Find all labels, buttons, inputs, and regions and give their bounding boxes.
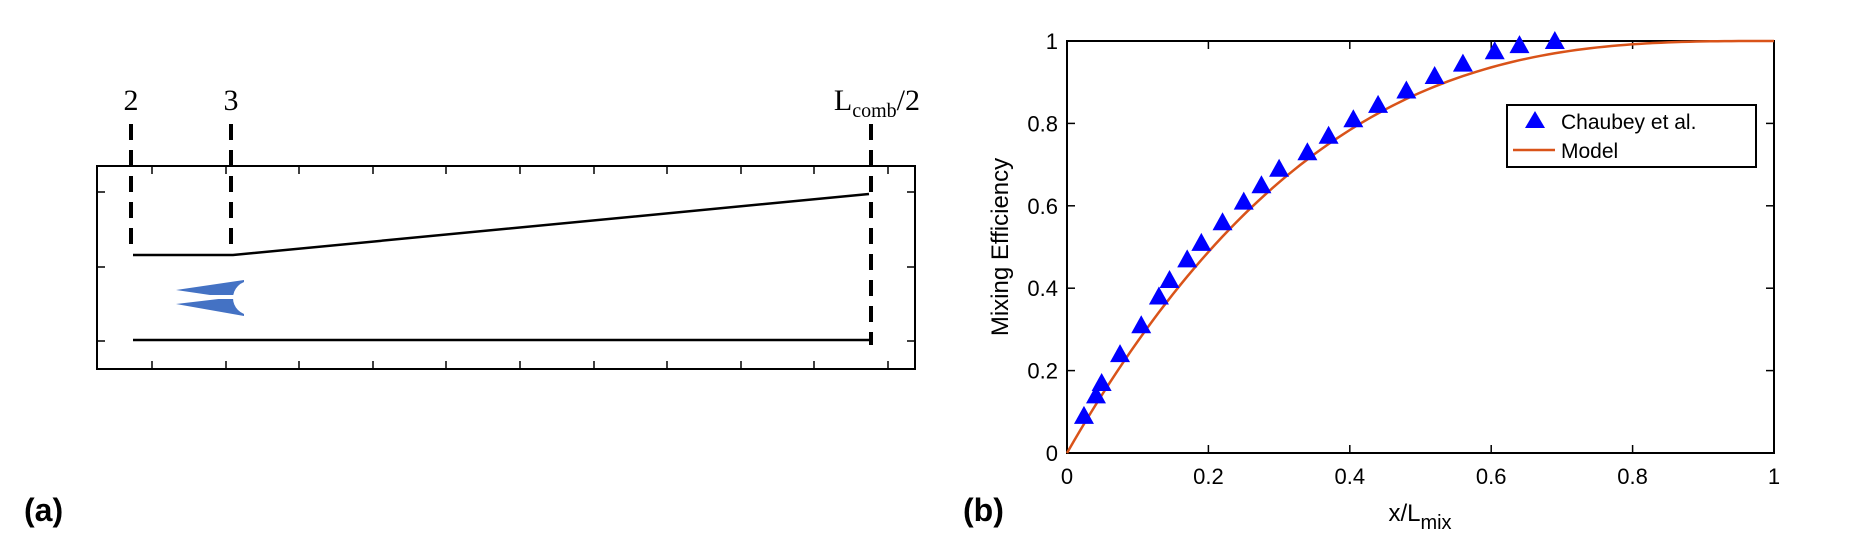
y-axis-ticks: 0 0.2 0.4 0.6 0.8 1: [1027, 29, 1774, 466]
legend-box: [1506, 104, 1757, 168]
model-series: [1065, 39, 1774, 454]
station-2-label: 2: [124, 84, 139, 117]
data-point-triangle: [1318, 125, 1339, 144]
data-point-triangle: [1484, 41, 1505, 60]
frame-ticks-sides: [97, 191, 915, 342]
data-point-triangle: [1233, 191, 1254, 210]
data-point-triangle: [1452, 53, 1473, 72]
x-tick-label: 0.2: [1193, 464, 1224, 489]
y-tick-label: 0.4: [1027, 276, 1058, 301]
data-point-triangle: [1269, 158, 1290, 177]
y-tick-label: 0: [1046, 441, 1058, 466]
y-axis-label: Mixing Efficiency: [987, 158, 1014, 336]
data-point-triangle: [1110, 344, 1131, 363]
legend-triangle-icon: [1525, 111, 1545, 128]
data-point-triangle: [1191, 232, 1212, 251]
x-tick-label: 0.8: [1617, 464, 1648, 489]
y-tick-label: 0.8: [1027, 111, 1058, 136]
panel-a-schematic: 2 3 Lcomb/2: [96, 84, 920, 370]
model-line: [1065, 39, 1774, 454]
x-tick-label: 0.4: [1335, 464, 1366, 489]
data-point-triangle: [1073, 405, 1094, 424]
data-point-triangle: [1544, 31, 1565, 49]
schematic-frame: [96, 165, 916, 370]
station-3-label: 3: [224, 84, 239, 117]
x-tick-label: 1: [1768, 464, 1780, 489]
data-point-triangle: [1091, 372, 1112, 391]
data-point-triangle: [1343, 109, 1364, 128]
station-end-label: Lcomb/2: [834, 84, 920, 122]
frame-ticks-bottom: [151, 361, 889, 369]
data-point-triangle: [1297, 142, 1318, 161]
frame-ticks-top: [151, 166, 889, 174]
chaubey-series: [1073, 31, 1565, 424]
legend: Chaubey et al. Model: [1506, 104, 1757, 168]
data-point-triangle: [1159, 269, 1180, 288]
y-tick-label: 0.2: [1027, 359, 1058, 384]
legend-label-chaubey: Chaubey et al.: [1561, 111, 1696, 134]
data-point-triangle: [1148, 286, 1169, 305]
data-point-triangle: [1509, 35, 1530, 54]
data-point-triangle: [1424, 66, 1445, 85]
data-point-triangle: [1131, 315, 1152, 334]
y-tick-label: 0.6: [1027, 194, 1058, 219]
panel-b-label: (b): [963, 492, 1004, 528]
data-point-triangle: [1177, 249, 1198, 268]
chart-mixing-efficiency: 0 0.2 0.4 0.6 0.8 1 0 0.2 0.4 0.6 0.8 1 Mixing Eff…: [987, 29, 1780, 534]
upper-wall: [133, 192, 870, 257]
x-axis-ticks: 0 0.2 0.4 0.6 0.8 1: [1061, 41, 1780, 489]
data-point-triangle: [1368, 94, 1389, 113]
panel-a-label: (a): [24, 492, 63, 528]
data-point-triangle: [1396, 80, 1417, 99]
data-point-triangle: [1212, 212, 1233, 231]
data-point-triangle: [1085, 385, 1106, 404]
plot-area: [1066, 40, 1775, 454]
x-tick-label: 0: [1061, 464, 1073, 489]
y-tick-label: 1: [1046, 29, 1058, 54]
injector-icon: [176, 280, 267, 316]
x-tick-label: 0.6: [1476, 464, 1507, 489]
x-axis-label: x/Lmix: [1388, 500, 1451, 534]
legend-label-model: Model: [1561, 140, 1618, 163]
data-point-triangle: [1251, 175, 1272, 194]
